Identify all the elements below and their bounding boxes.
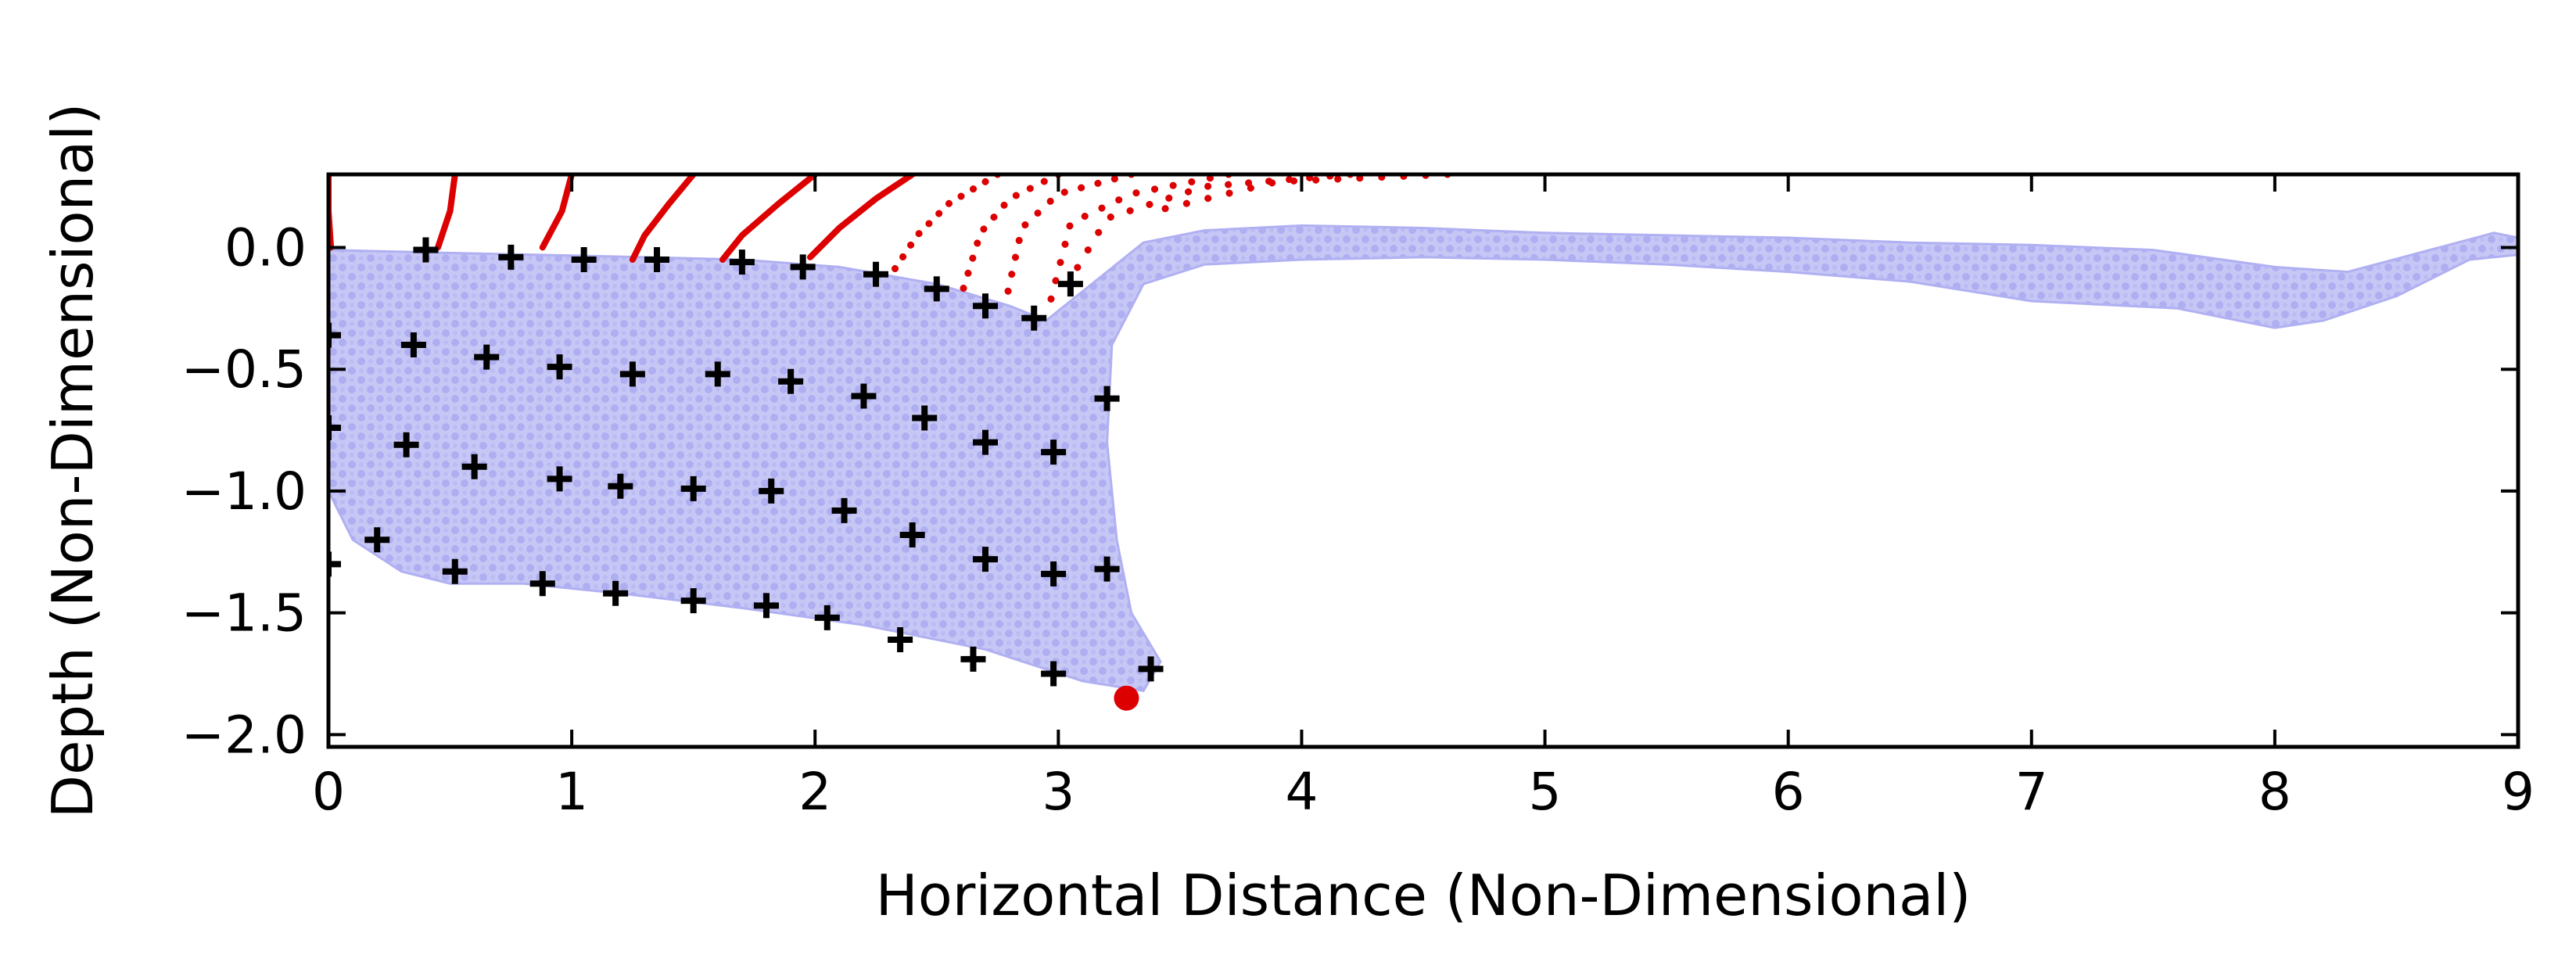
highlight-point xyxy=(1114,685,1139,711)
x-tick-label: 8 xyxy=(2258,762,2291,822)
tracer-marker xyxy=(729,249,755,275)
trajectory-line xyxy=(807,174,916,260)
tracer-marker xyxy=(393,432,419,458)
tracer-marker xyxy=(644,247,669,273)
tracer-marker xyxy=(973,293,998,319)
tracer-marker xyxy=(1094,556,1120,582)
tracer-marker xyxy=(1057,271,1083,297)
tracer-marker xyxy=(1094,386,1120,411)
tracer-marker xyxy=(1138,656,1164,682)
y-axis-ticks: 0.0 −0.5 −1.0 −1.5 −2.0 xyxy=(181,217,2518,765)
tracer-marker xyxy=(400,332,426,358)
tracer-marker xyxy=(863,261,888,287)
tracer-markers xyxy=(328,237,1164,687)
tracer-marker xyxy=(1041,440,1067,465)
x-tick-label: 1 xyxy=(555,762,588,822)
trajectory-line xyxy=(1001,174,1136,310)
tracer-marker xyxy=(1021,305,1047,331)
tracer-marker xyxy=(328,414,341,440)
tracer-marker xyxy=(851,383,877,409)
y-tick-label: −1.5 xyxy=(181,583,307,644)
tracer-marker xyxy=(1041,661,1067,687)
tracer-marker xyxy=(680,475,706,501)
tracer-marker xyxy=(790,254,816,280)
tracer-marker xyxy=(705,361,730,387)
x-axis-label: Horizontal Distance (Non-Dimensional) xyxy=(876,863,1971,928)
tracer-marker xyxy=(973,547,998,572)
y-tick-label: −0.5 xyxy=(181,339,307,400)
tracer-marker xyxy=(328,551,341,577)
x-tick-label: 0 xyxy=(312,762,345,822)
trajectory-line xyxy=(719,174,819,263)
trajectory-line xyxy=(957,174,1062,300)
y-axis-label: Depth (Non-Dimensional) xyxy=(40,103,106,819)
x-tick-label: 9 xyxy=(2502,762,2535,822)
x-tick-label: 7 xyxy=(2015,762,2048,822)
tracer-marker xyxy=(461,454,487,479)
tracer-marker xyxy=(912,405,938,431)
y-tick-label: −2.0 xyxy=(181,705,307,765)
tracer-marker xyxy=(778,368,804,394)
x-tick-label: 5 xyxy=(1529,762,1562,822)
tracer-marker xyxy=(328,322,341,348)
tracer-marker xyxy=(619,361,645,387)
trajectory-line xyxy=(629,174,697,263)
tracer-marker xyxy=(960,646,986,672)
tracer-marker xyxy=(498,244,524,270)
tracer-marker xyxy=(547,354,572,380)
tracer-marker xyxy=(474,344,500,370)
fluid-region xyxy=(328,224,2518,693)
tracer-marker xyxy=(442,558,468,584)
tracer-marker xyxy=(608,473,633,499)
tracer-marker xyxy=(973,429,998,455)
particle-trajectories xyxy=(328,174,1451,312)
y-tick-label: 0.0 xyxy=(224,217,307,278)
y-tick-label: −1.0 xyxy=(181,461,307,522)
tracer-marker xyxy=(888,626,913,652)
tracer-marker xyxy=(759,478,784,504)
trajectory-line xyxy=(435,174,458,251)
x-tick-label: 2 xyxy=(798,762,831,822)
trajectory-line xyxy=(1045,174,1232,312)
tracer-marker xyxy=(754,593,779,619)
tracer-marker xyxy=(899,522,925,548)
plot-area xyxy=(328,174,2518,711)
plot-frame xyxy=(326,172,2520,749)
highlight-points xyxy=(1114,685,1139,711)
tracer-marker xyxy=(547,466,572,492)
trajectory-line xyxy=(884,174,1002,283)
tracer-marker xyxy=(1041,561,1067,587)
x-axis-ticks: 0 1 2 3 4 5 6 7 8 9 xyxy=(312,174,2535,822)
x-tick-label: 3 xyxy=(1042,762,1075,822)
tracer-marker xyxy=(680,588,706,614)
tracer-marker xyxy=(413,237,439,263)
trajectory-line xyxy=(1067,174,1354,283)
tracer-marker xyxy=(814,605,840,630)
tracer-marker xyxy=(924,276,949,302)
tracer-marker xyxy=(571,247,597,273)
tracer-marker xyxy=(529,571,555,597)
x-tick-label: 6 xyxy=(1772,762,1805,822)
x-tick-label: 4 xyxy=(1285,762,1318,822)
tracer-marker xyxy=(364,527,390,553)
tracer-marker xyxy=(603,580,629,606)
trajectory-line xyxy=(539,174,576,251)
tracer-marker xyxy=(831,497,857,523)
